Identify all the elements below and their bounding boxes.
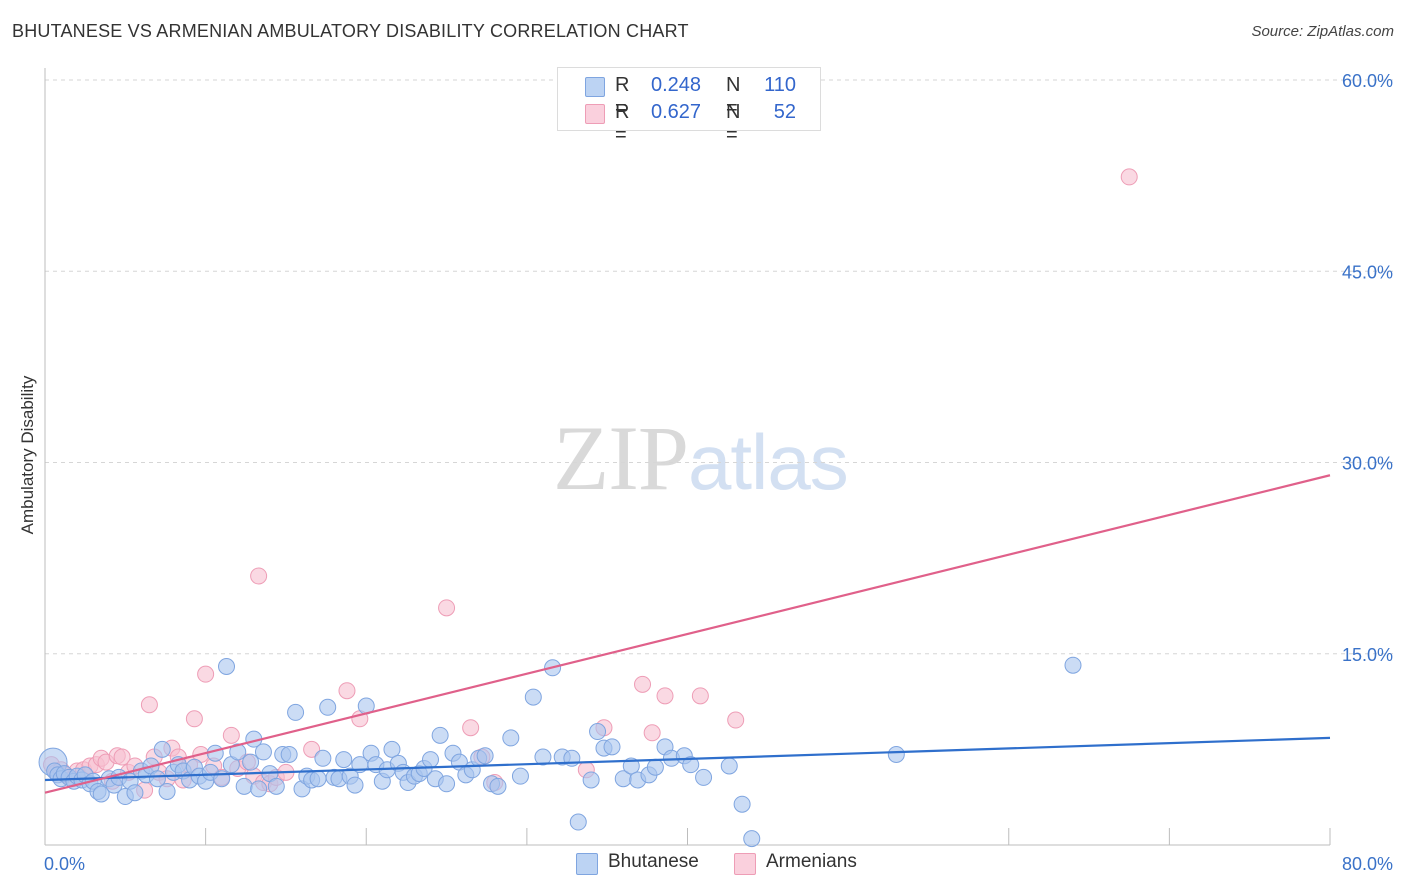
armenian-point (303, 740, 321, 758)
bhutanese-point (126, 784, 144, 802)
bhutanese-point (267, 777, 285, 795)
bhutanese-point (242, 753, 260, 771)
bhutanese-point (438, 775, 456, 793)
armenian-point (250, 567, 268, 585)
bhutanese-point (524, 688, 542, 706)
bhutanese-point (489, 777, 507, 795)
bhutanese-point (476, 747, 494, 765)
legend-r-value: 0.627 (651, 101, 702, 123)
armenian-point (691, 687, 709, 705)
armenian-point (643, 724, 661, 742)
bhutanese-point (250, 780, 268, 798)
armenian-point (222, 726, 240, 744)
bhutanese-point (582, 771, 600, 789)
bhutanese-point (502, 729, 520, 747)
bhutanese-point (335, 751, 353, 769)
bhutanese-point (158, 782, 176, 800)
y-tick-label: 15.0% (1342, 645, 1393, 665)
legend-n-label: N = (726, 74, 741, 119)
bhutanese-point (280, 745, 298, 763)
bhutanese-point (743, 830, 761, 848)
bhutanese-point (534, 748, 552, 766)
armenian-point (1120, 168, 1138, 186)
bhutanese-point (720, 757, 738, 775)
bhutanese-point (511, 767, 529, 785)
bhutanese-point (569, 813, 587, 831)
legend-n-value: 52 (773, 101, 796, 123)
y-tick-label: 45.0% (1342, 262, 1393, 282)
bhutanese-point (682, 756, 700, 774)
y-axis-label: Ambulatory Disability (18, 375, 37, 535)
bhutanese-point (319, 698, 337, 716)
legend-r-value: 0.248 (651, 74, 702, 96)
armenian-point (140, 696, 158, 714)
legend-r-label: R = (615, 74, 630, 119)
bhutanese-point (346, 776, 364, 794)
bhutanese-point (589, 723, 607, 741)
armenian-point (197, 665, 215, 683)
x-tick-label: 0.0% (44, 854, 85, 874)
x-tick-label: 80.0% (1342, 854, 1393, 874)
y-tick-label: 30.0% (1342, 454, 1393, 474)
bhutanese-point (431, 726, 449, 744)
bhutanese-point (383, 740, 401, 758)
armenian-point (727, 711, 745, 729)
armenian-point (438, 599, 456, 617)
legend-r-label: R = (615, 101, 630, 146)
armenian-point (634, 675, 652, 693)
legend-label: Bhutanese (608, 851, 699, 872)
legend-n-label: N = (726, 101, 741, 146)
bhutanese-point (603, 738, 621, 756)
bhutanese-point (92, 785, 110, 803)
armenian-point (113, 748, 131, 766)
bhutanese-point (887, 745, 905, 763)
bhutanese-trend-line (44, 736, 1331, 782)
bhutanese-point (235, 777, 253, 795)
armenian-point (185, 710, 203, 728)
bhutanese-point (422, 751, 439, 769)
armenian-point (656, 687, 674, 705)
chart-title: BHUTANESE VS ARMENIAN AMBULATORY DISABIL… (12, 21, 689, 41)
bhutanese-point (314, 749, 332, 767)
bhutanese-point (254, 743, 272, 761)
source-credit: Source: ZipAtlas.com (1251, 23, 1394, 40)
bhutanese-point (733, 795, 751, 813)
bhutanese-point (287, 703, 305, 721)
legend-box: R = 0.248 N = 110 R = 0.627 N = 52 (557, 67, 821, 146)
bhutanese-point (695, 768, 713, 786)
legend-label: Armenians (766, 851, 857, 872)
bhutanese-point (309, 770, 327, 788)
bhutanese-point (646, 758, 664, 776)
legend-swatch-pink (585, 104, 605, 124)
watermark-zip: ZIP (553, 407, 689, 509)
legend-swatch-pink (734, 853, 756, 875)
bhutanese-point (153, 740, 171, 758)
bhutanese-point (148, 770, 166, 788)
armenian-trend-line (44, 474, 1331, 794)
bhutanese-point (218, 658, 236, 675)
bhutanese-point (206, 744, 224, 762)
legend-swatch-blue (576, 853, 598, 875)
legend-n-value: 110 (764, 74, 796, 96)
y-tick-label: 60.0% (1342, 71, 1393, 91)
bhutanese-point (229, 743, 247, 761)
legend-swatch-blue (585, 77, 605, 97)
armenian-point (338, 682, 356, 700)
armenian-point (462, 719, 480, 737)
bhutanese-point (1064, 656, 1082, 674)
